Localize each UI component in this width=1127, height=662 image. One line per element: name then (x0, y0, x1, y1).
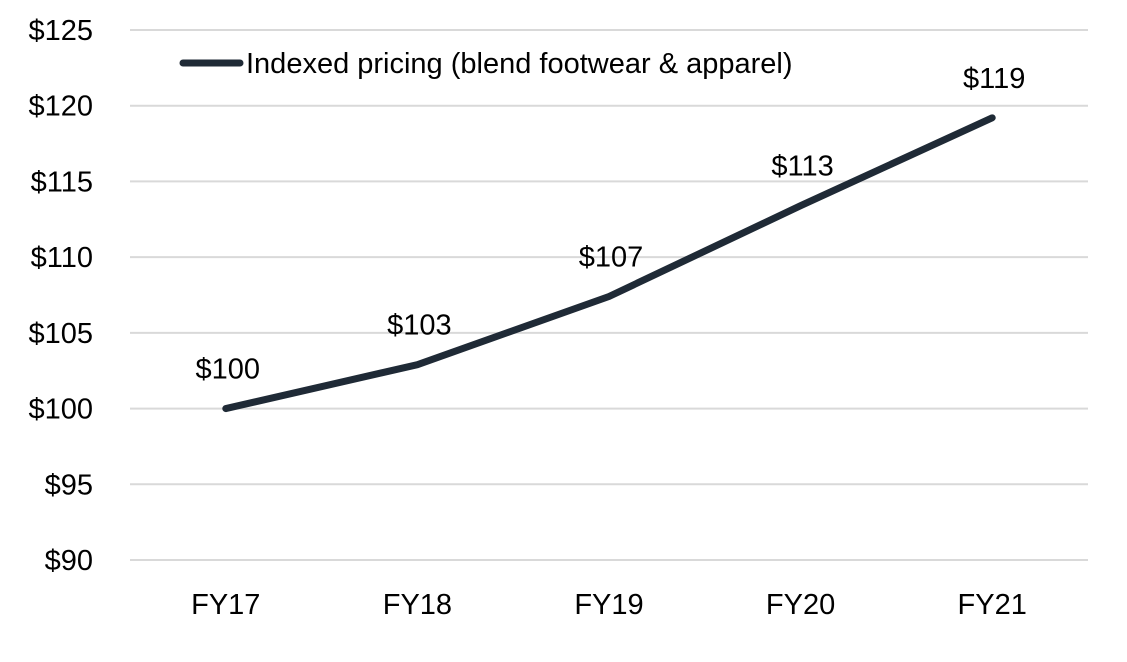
y-tick-label: $110 (31, 242, 93, 274)
x-tick-label: FY17 (191, 589, 260, 621)
x-tick-label: FY19 (574, 589, 643, 621)
data-label: $100 (196, 354, 261, 386)
y-tick-label: $120 (28, 91, 93, 123)
y-tick-label: $115 (31, 166, 93, 198)
x-tick-label: FY21 (958, 589, 1027, 621)
y-tick-label: $90 (45, 545, 93, 577)
y-tick-label: $105 (28, 318, 93, 350)
data-label: $103 (387, 310, 452, 342)
y-tick-label: $95 (45, 469, 93, 501)
y-tick-label: $100 (28, 394, 93, 426)
x-tick-label: FY20 (766, 589, 835, 621)
data-label: $119 (963, 63, 1025, 95)
data-label: $107 (579, 242, 644, 274)
x-tick-label: FY18 (383, 589, 452, 621)
legend-label: Indexed pricing (blend footwear & appare… (246, 48, 793, 80)
legend: Indexed pricing (blend footwear & appare… (179, 48, 793, 80)
series-line (222, 114, 996, 413)
y-tick-label: $125 (28, 15, 93, 47)
data-label: $113 (771, 151, 833, 183)
